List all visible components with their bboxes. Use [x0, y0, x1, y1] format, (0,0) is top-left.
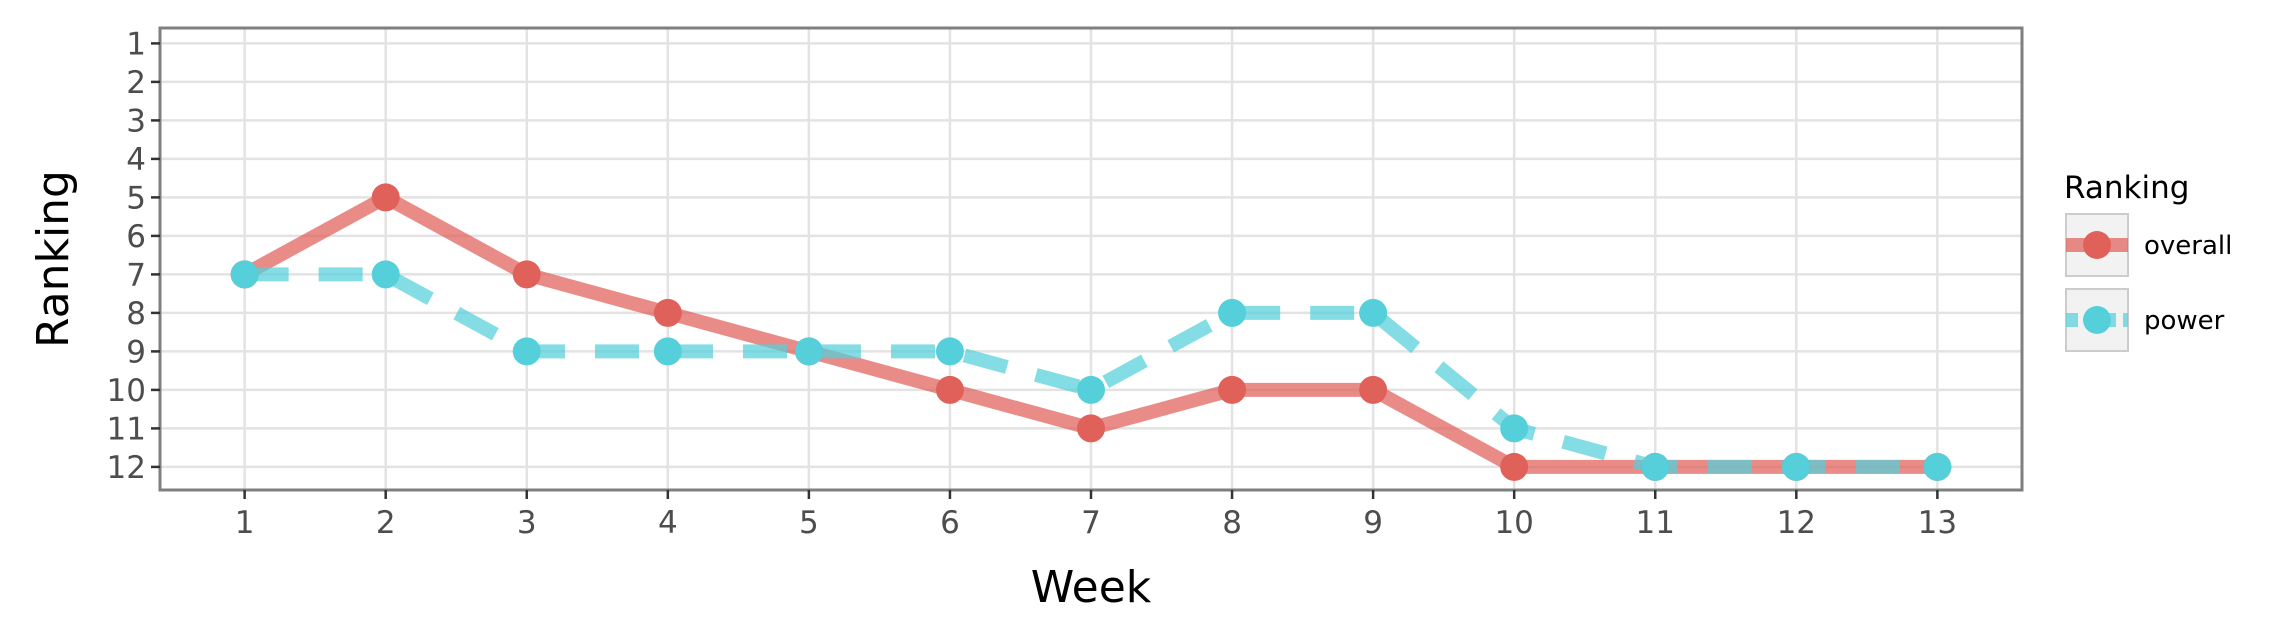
y-tick-label: 11	[107, 411, 146, 447]
point-power-week-6	[935, 337, 964, 366]
y-tick-label: 7	[126, 257, 146, 293]
point-power-week-11	[1641, 452, 1670, 481]
series-layer	[230, 183, 1952, 481]
x-tick-label: 13	[1918, 505, 1957, 541]
point-power-week-2	[371, 260, 400, 289]
point-power-week-9	[1359, 298, 1388, 327]
y-tick-label: 1	[126, 26, 146, 62]
y-axis-title: Ranking	[28, 170, 79, 348]
point-power-week-10	[1500, 414, 1529, 443]
point-overall-week-10	[1500, 452, 1529, 481]
legend-title: Ranking	[2064, 170, 2189, 206]
point-power-week-12	[1782, 452, 1811, 481]
legend: Ranking overall power	[2064, 170, 2232, 352]
point-overall-week-7	[1077, 414, 1105, 443]
y-tick-label: 9	[126, 334, 146, 370]
legend-label-power: power	[2144, 306, 2225, 336]
y-tick-label: 4	[126, 142, 146, 178]
x-tick-label: 3	[517, 505, 537, 541]
x-tick-label: 9	[1363, 505, 1383, 541]
point-overall-week-8	[1218, 375, 1247, 404]
point-overall-week-2	[371, 183, 400, 212]
legend-marker-power	[2083, 306, 2111, 334]
y-tick-label: 12	[107, 450, 146, 486]
x-tick-label: 12	[1777, 505, 1816, 541]
x-tick-label: 7	[1081, 505, 1101, 541]
x-tick-label: 11	[1636, 505, 1675, 541]
x-axis-title: Week	[1031, 562, 1152, 613]
x-tick-label: 8	[1222, 505, 1242, 541]
legend-items: overall power	[2065, 213, 2232, 352]
point-overall-week-9	[1359, 375, 1388, 404]
y-tick-label: 5	[126, 180, 146, 216]
point-power-week-1	[230, 260, 259, 289]
y-tick-label: 6	[126, 219, 146, 255]
x-tick-label: 10	[1494, 505, 1533, 541]
y-tick-label: 8	[126, 296, 146, 332]
y-tick-label: 2	[126, 65, 146, 101]
point-power-week-7	[1077, 375, 1105, 404]
y-tick-label: 3	[126, 103, 146, 139]
point-overall-week-6	[935, 375, 964, 404]
point-overall-week-3	[512, 260, 541, 289]
x-tick-label: 5	[799, 505, 819, 541]
x-tick-label: 2	[376, 505, 396, 541]
y-tick-label: 10	[107, 373, 146, 409]
legend-label-overall: overall	[2144, 231, 2232, 261]
x-tick-label: 4	[658, 505, 678, 541]
point-power-week-13	[1923, 452, 1952, 481]
point-power-week-5	[794, 337, 823, 366]
point-overall-week-4	[653, 298, 682, 327]
point-power-week-8	[1218, 298, 1247, 327]
point-power-week-3	[512, 337, 541, 366]
grid	[160, 28, 2022, 490]
point-power-week-4	[653, 337, 682, 366]
x-tick-label: 1	[235, 505, 255, 541]
legend-marker-overall	[2083, 231, 2111, 259]
x-tick-label: 6	[940, 505, 960, 541]
